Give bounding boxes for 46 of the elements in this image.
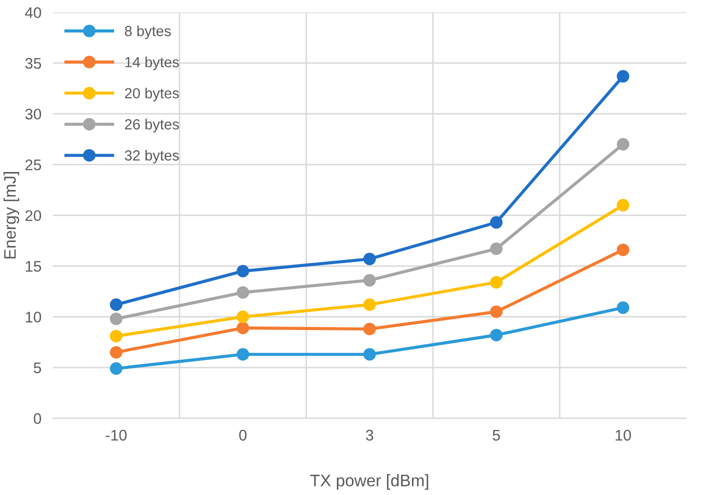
legend-label: 20 bytes [124,88,179,102]
y-tick-label: 10 [26,312,42,322]
y-tick-label: 15 [26,261,42,272]
y-tick-label: 30 [25,108,42,120]
y-tick-label: 25 [25,159,42,170]
point [236,348,250,361]
point [363,322,376,336]
x-tick-label: -10 [106,430,127,441]
y-tick-label: 5 [34,362,42,374]
y-tick-label: 40 [25,7,42,18]
point [490,242,503,256]
point [616,301,630,314]
point [110,362,122,375]
point [490,328,503,342]
point [110,312,122,326]
point [236,264,250,278]
point [616,70,630,83]
point [110,298,122,311]
point [616,244,630,256]
y-tick-label: 20 [25,210,42,222]
point [616,198,630,212]
point [363,274,376,287]
y-axis-title: Energy [mJ] [4,172,20,258]
x-tick-label: 3 [366,430,374,441]
legend-label: 8 bytes [124,26,171,40]
x-tick-label: 5 [492,430,500,441]
y-tick-label: 35 [25,58,42,69]
point [363,252,376,266]
point [490,216,503,229]
point [110,330,122,342]
x-tick-label: 10 [616,430,631,441]
y-tick-label: 0 [34,413,42,424]
point [110,346,122,359]
point [490,276,503,289]
legend-label: 26 bytes [124,118,179,132]
point [236,310,250,324]
point [363,348,376,361]
point [490,305,503,318]
legend-label: 14 bytes [125,56,179,70]
x-axis-title: TX power [dBm] [310,474,428,490]
point [363,298,376,311]
point [236,286,250,299]
point [236,322,250,334]
x-tick-label: 0 [239,430,247,441]
legend-label: 32 bytes [124,150,179,164]
point [616,138,630,151]
